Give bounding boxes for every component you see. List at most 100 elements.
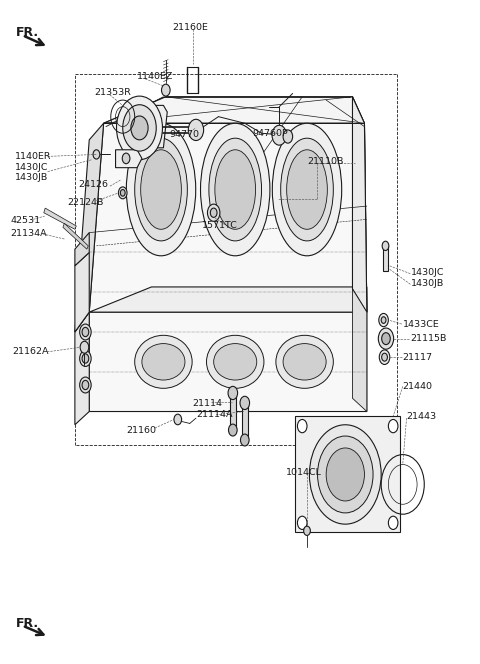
Polygon shape [352,97,367,312]
Text: 21440: 21440 [403,382,433,391]
Text: FR.: FR. [16,26,39,39]
Ellipse shape [135,335,192,388]
Text: 1430JB: 1430JB [15,173,48,182]
Text: 1571TC: 1571TC [202,222,238,230]
Text: 94760P: 94760P [252,129,288,137]
Circle shape [174,414,181,425]
Text: 94770: 94770 [169,130,199,139]
Text: 21114A: 21114A [196,410,232,420]
Ellipse shape [281,138,333,241]
Polygon shape [137,106,167,148]
Bar [383,246,388,271]
Circle shape [381,317,386,323]
Ellipse shape [206,335,264,388]
Ellipse shape [201,124,270,256]
Polygon shape [75,124,104,332]
Polygon shape [75,252,89,332]
Circle shape [210,208,217,217]
Circle shape [298,420,307,433]
Circle shape [82,380,89,390]
Ellipse shape [142,343,185,380]
Circle shape [161,84,170,96]
Polygon shape [89,124,367,312]
Polygon shape [89,97,367,412]
Ellipse shape [272,124,342,256]
Text: 1430JB: 1430JB [411,279,444,288]
Circle shape [80,377,91,393]
Circle shape [382,241,389,250]
Circle shape [240,396,250,410]
Ellipse shape [283,343,326,380]
Text: FR.: FR. [16,617,39,630]
Circle shape [131,116,148,140]
Circle shape [382,333,390,345]
Circle shape [93,150,100,159]
Circle shape [123,105,156,151]
Ellipse shape [126,124,196,256]
Circle shape [119,187,127,199]
Circle shape [120,189,125,196]
Circle shape [80,324,91,340]
Circle shape [379,350,390,365]
Polygon shape [75,232,89,266]
Circle shape [388,516,398,529]
Circle shape [207,204,220,221]
Circle shape [228,386,238,400]
Circle shape [80,351,91,367]
Circle shape [388,420,398,433]
Circle shape [298,516,307,529]
Polygon shape [89,287,367,312]
Text: 1430JC: 1430JC [15,163,48,172]
Polygon shape [116,150,142,168]
Polygon shape [44,208,76,229]
Text: 21353R: 21353R [94,88,131,97]
Circle shape [240,434,249,446]
Polygon shape [352,289,367,412]
Text: 21115B: 21115B [410,334,446,343]
Circle shape [379,313,388,327]
Circle shape [228,424,237,436]
Text: 21443: 21443 [407,412,437,422]
Ellipse shape [287,150,327,229]
Text: 1014CL: 1014CL [286,468,321,477]
Circle shape [188,120,204,141]
Circle shape [310,425,381,524]
Polygon shape [63,223,88,249]
Text: 1430JC: 1430JC [411,268,445,277]
Text: 21117: 21117 [403,353,433,362]
Ellipse shape [135,138,187,241]
Circle shape [117,96,162,160]
Circle shape [382,353,387,361]
Text: 21160: 21160 [126,426,156,434]
Bar [230,395,236,432]
Circle shape [82,354,89,363]
Ellipse shape [141,150,181,229]
Text: 24126: 24126 [79,181,108,189]
Text: 21162A: 21162A [12,347,49,357]
Circle shape [318,436,373,513]
Text: 1140ER: 1140ER [15,152,51,161]
Circle shape [80,341,89,353]
Text: 42531: 42531 [10,216,40,225]
Circle shape [304,526,311,535]
Text: 21134A: 21134A [10,230,47,238]
Bar [242,405,248,442]
Circle shape [122,153,130,164]
Polygon shape [104,97,364,124]
Text: 21114: 21114 [192,399,222,408]
Circle shape [272,125,287,145]
Text: 22124B: 22124B [68,199,104,207]
Text: 1433CE: 1433CE [403,319,440,329]
Circle shape [283,130,293,143]
Circle shape [378,328,394,349]
Circle shape [82,327,89,337]
Circle shape [326,448,364,501]
Text: 21160E: 21160E [172,23,208,32]
Text: 21110B: 21110B [307,157,343,166]
Ellipse shape [209,138,262,241]
Bar [295,416,400,532]
Polygon shape [75,312,89,425]
Ellipse shape [214,343,257,380]
Text: 1140EZ: 1140EZ [137,72,173,82]
Ellipse shape [276,335,333,388]
